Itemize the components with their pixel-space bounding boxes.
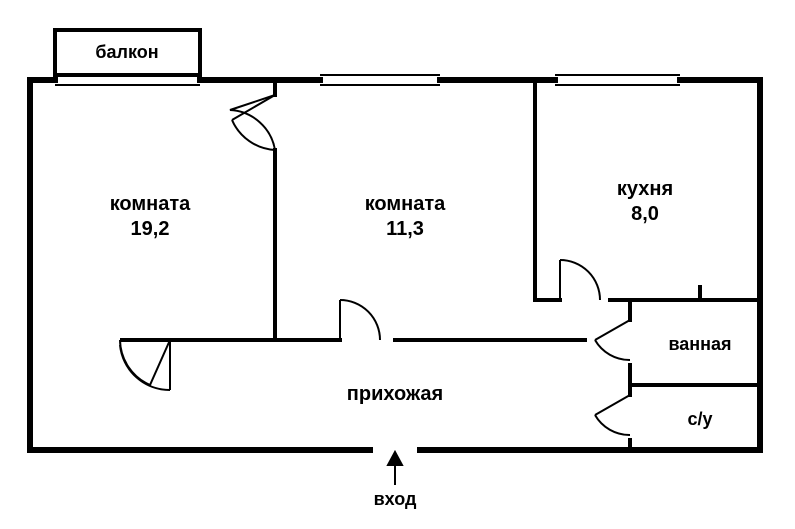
room1-area: 19,2	[131, 218, 170, 240]
hall-label: прихожая	[347, 383, 443, 405]
entry-label: вход	[374, 489, 417, 509]
room2-area: 11,3	[386, 218, 424, 240]
wc-label: с/у	[687, 409, 712, 429]
interior-walls	[170, 80, 760, 450]
balcony-label: балкон	[95, 42, 158, 62]
kitchen-area: 8,0	[631, 203, 659, 225]
kitchen-label: кухня	[617, 178, 673, 200]
floor-plan: балкон	[0, 0, 795, 529]
room1-label: комната	[110, 193, 191, 215]
bath-label: ванная	[668, 334, 731, 354]
room2-label: комната	[365, 193, 446, 215]
entry-arrow	[388, 452, 402, 485]
